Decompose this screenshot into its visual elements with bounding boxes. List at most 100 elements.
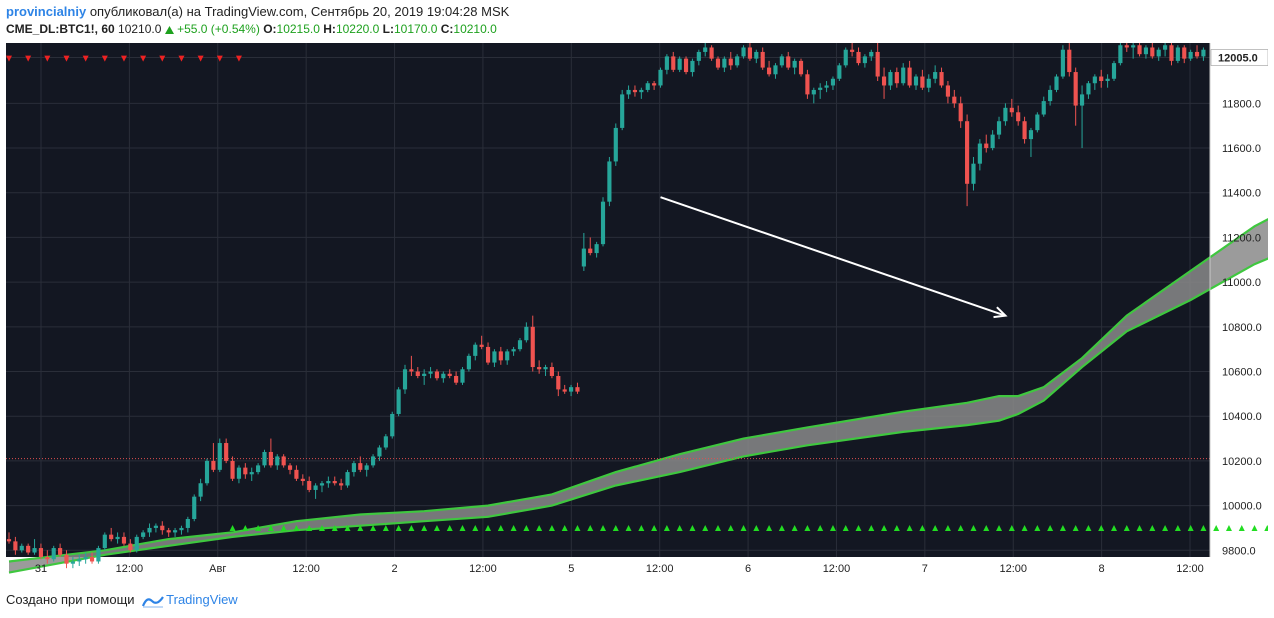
candle-body [45, 557, 50, 560]
signal-down-marker [120, 55, 127, 62]
candle-body [894, 72, 899, 84]
signal-down-marker [25, 55, 32, 62]
candle-body [511, 349, 516, 352]
footer: Создано при помощи TradingView [6, 592, 238, 608]
signal-up-marker [318, 524, 325, 531]
triangle-up-icon [164, 25, 174, 34]
candle-body [460, 369, 465, 383]
signal-up-marker [727, 524, 734, 531]
candle-body [204, 460, 210, 484]
candle-body [294, 469, 299, 479]
candle-body [1175, 47, 1180, 61]
signal-up-marker [932, 524, 939, 531]
candle-body [1086, 83, 1091, 95]
candle-body [658, 69, 663, 86]
candle-body [664, 56, 669, 70]
signal-up-marker [510, 524, 517, 531]
candle-body [64, 554, 69, 564]
candle-body [952, 96, 957, 104]
candle-body [1009, 107, 1014, 113]
candle-body [652, 83, 657, 86]
signal-up-marker [497, 524, 504, 531]
candle-body [1156, 49, 1161, 57]
candle-body [185, 519, 190, 528]
candle-body [715, 58, 721, 68]
signal-up-marker [1085, 524, 1092, 531]
candle-body [805, 74, 810, 95]
signal-up-marker [523, 524, 530, 531]
candle-body [160, 525, 165, 531]
signal-up-marker [1059, 524, 1066, 531]
candle-body [888, 72, 893, 86]
last-price-box [1210, 49, 1268, 66]
price-chart[interactable]: 9800.0 10000.0 10200.0 10400.0 10600.0 10800.… [6, 43, 1268, 581]
signal-up-marker [817, 524, 824, 531]
candle-body [32, 548, 37, 553]
open-label: O: [263, 22, 277, 36]
candle-body [1035, 114, 1040, 131]
candle-body [422, 373, 427, 376]
signal-up-marker [983, 524, 990, 531]
signal-up-marker [1200, 524, 1207, 531]
candle-body [696, 51, 701, 61]
ohlc-line: CME_DL:BTC1!, 60 10210.0 +55.0 (+0.54%) … [6, 22, 497, 36]
signal-up-marker [306, 524, 313, 531]
candle-body [51, 548, 56, 560]
signal-up-marker [433, 524, 440, 531]
signal-up-marker [1213, 524, 1220, 531]
candle-body [1073, 72, 1078, 106]
symbol-label: CME_DL:BTC1!, 60 [6, 22, 115, 36]
signal-up-marker [1264, 524, 1268, 531]
candle-body [913, 76, 919, 86]
candle-body [58, 548, 63, 555]
candle-body [594, 244, 599, 254]
candle-body [581, 248, 586, 267]
candle-body [473, 344, 478, 356]
candle-body [939, 72, 944, 86]
candle-body [830, 78, 836, 86]
signal-up-marker [485, 524, 492, 531]
signal-up-marker [842, 524, 849, 531]
candle-body [607, 161, 612, 202]
price-change: +55.0 (+0.54%) [177, 22, 260, 36]
candle-body [351, 463, 356, 473]
tradingview-logo-icon[interactable] [142, 594, 165, 608]
candle-body [1048, 89, 1053, 102]
candle-body [370, 456, 376, 466]
y-tick-label: 10800.0 [1222, 322, 1262, 334]
candle-body [1060, 49, 1065, 77]
x-tick-label: 12:00 [1176, 563, 1204, 575]
signal-up-marker [472, 524, 479, 531]
candle-body [965, 121, 970, 184]
signal-up-marker [1149, 524, 1156, 531]
published-line: provincialniy опубликовал(а) на TradingV… [6, 4, 509, 19]
signal-up-marker [651, 524, 658, 531]
candle-body [792, 60, 797, 68]
signal-up-marker [1251, 524, 1258, 531]
candle-body [19, 545, 24, 551]
last-price: 10210.0 [118, 22, 162, 36]
signal-down-marker [82, 55, 89, 62]
candle-body [268, 451, 273, 466]
candle-body [287, 465, 293, 470]
band-upper-line [8, 217, 1268, 563]
candle-body [741, 47, 746, 57]
tradingview-link[interactable]: TradingView [166, 592, 238, 607]
candle-body [217, 443, 222, 470]
candle-body [339, 483, 344, 486]
signal-up-marker [459, 524, 466, 531]
author-name[interactable]: provincialniy [6, 4, 87, 19]
candle-body [543, 367, 548, 370]
y-tick-label: 11400.0 [1222, 188, 1261, 200]
signal-up-marker [408, 524, 415, 531]
candle-body [613, 127, 618, 162]
signal-up-marker [663, 524, 670, 531]
signal-up-marker [331, 524, 338, 531]
signal-up-marker [996, 524, 1003, 531]
signal-up-marker [1098, 524, 1105, 531]
candle-body [907, 67, 912, 86]
signal-up-marker [868, 524, 875, 531]
signal-up-marker [536, 524, 543, 531]
x-tick-label: 12:00 [823, 563, 851, 575]
candle-body [984, 143, 989, 149]
